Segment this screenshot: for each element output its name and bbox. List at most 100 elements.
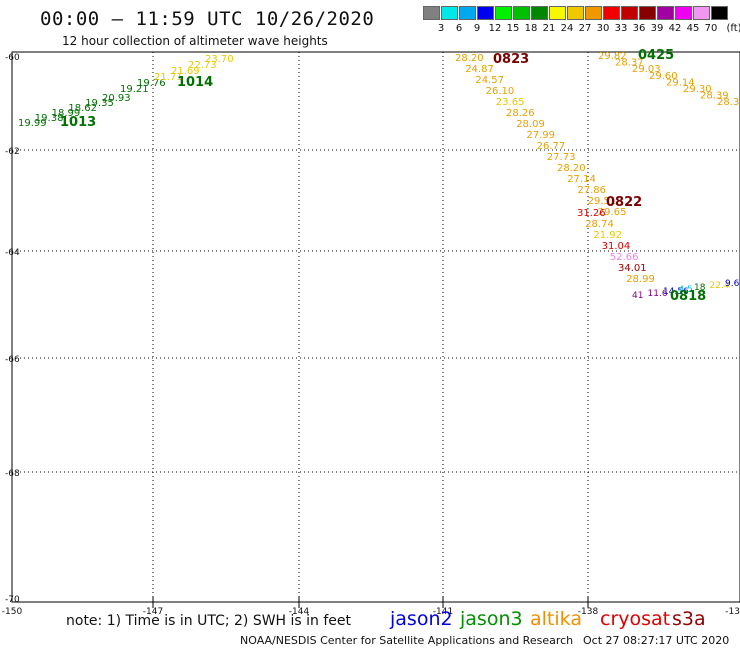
wave-height-value: 28.20 <box>557 163 586 174</box>
latitude-labels: -60 -62 -64 -66 -68 -70 <box>5 53 20 605</box>
footer-note: note: 1) Time is in UTC; 2) SWH is in fe… <box>66 613 352 629</box>
latitude-label: -64 <box>5 248 20 258</box>
wave-height-value: 26.10 <box>486 86 515 97</box>
scale-label: 18 <box>524 23 538 34</box>
wave-height-value: 28.26 <box>506 108 535 119</box>
scale-swatch <box>459 6 476 20</box>
wave-height-value: 27.14 <box>567 174 596 185</box>
wave-height-value: 9.63 <box>725 279 740 289</box>
wave-height-value: 11.6 <box>648 289 668 299</box>
scale-label: 24 <box>560 23 574 34</box>
longitude-label: -141 <box>433 607 453 617</box>
scale-swatch <box>585 6 602 20</box>
longitude-label: -138 <box>578 607 599 617</box>
track-time-label: 0425 <box>638 48 674 63</box>
longitude-label: -13 <box>725 607 740 617</box>
scale-swatch <box>693 6 710 20</box>
wave-height-value: 28.09 <box>516 119 545 130</box>
wave-height-value: 29.82 <box>598 51 627 62</box>
wave-height-value: 19.76 <box>137 78 166 89</box>
wave-height-value: 18 <box>694 283 706 293</box>
wave-height-value: 19.21 <box>120 84 149 95</box>
wave-height-value: 18.62 <box>68 103 97 114</box>
scale-swatch <box>567 6 584 20</box>
wave-height-value: 27.99 <box>526 130 555 141</box>
scale-label: 27 <box>578 23 592 34</box>
scale-swatch <box>423 6 440 20</box>
page-title: 00:00 – 11:59 UTC 10/26/2020 <box>40 8 375 30</box>
scale-label: 36 <box>632 23 646 34</box>
wave-height-value: 24.57 <box>475 75 504 86</box>
wave-height-value: 20.93 <box>102 93 131 104</box>
satellite-legend-s3a: s3a <box>672 608 706 630</box>
wave-height-value: 29.14 <box>666 77 695 88</box>
scale-swatch <box>513 6 530 20</box>
scale-swatch <box>531 6 548 20</box>
scale-swatch <box>477 6 494 20</box>
wave-height-value: 31.04 <box>602 241 631 252</box>
track: 41 11.614.564.518 22.49.63 0818 <box>632 279 740 304</box>
credit-line: NOAA/NESDIS Center for Satellite Applica… <box>240 634 574 647</box>
wave-height-value: 28.3 <box>717 97 739 108</box>
scale-swatch <box>621 6 638 20</box>
track: 28.2024.8724.5726.1023.6528.2628.0927.99… <box>455 52 626 218</box>
satellite-legend-cryosat: cryosat <box>600 608 671 630</box>
wave-height-value: 19.35 <box>85 98 114 109</box>
latitude-label: -70 <box>5 595 20 605</box>
scale-swatch <box>549 6 566 20</box>
wave-height-value: 52.66 <box>610 252 639 263</box>
graticule <box>12 52 740 608</box>
longitude-label: -147 <box>143 607 163 617</box>
wave-height-value: 27.86 <box>577 185 606 196</box>
satellite-legend-jason3: jason3 <box>460 608 523 630</box>
longitude-label: -144 <box>289 607 310 617</box>
wave-height-value: 28.74 <box>585 219 614 230</box>
scale-unit: (ft) <box>726 23 740 34</box>
scale-swatch <box>639 6 656 20</box>
scale-swatch <box>657 6 674 20</box>
wave-height-value: 28.99 <box>626 274 655 285</box>
latitude-label: -68 <box>5 469 20 479</box>
wave-height-value: 31.26 <box>577 208 606 219</box>
scale-label: 42 <box>668 23 682 34</box>
wave-height-value: 21.71 <box>154 72 183 83</box>
map-frame <box>11 51 740 603</box>
scale-label: 45 <box>686 23 700 34</box>
wave-height-value: 14.56 <box>663 287 689 297</box>
track-time-label: 1014 <box>177 75 213 90</box>
latitude-label: -60 <box>5 53 20 63</box>
wave-height-value: 26.77 <box>537 141 566 152</box>
scale-label: 21 <box>542 23 556 34</box>
wave-height-value: 19.38 <box>35 113 64 124</box>
wave-height-value: 34.01 <box>618 263 647 274</box>
wave-height-value: 29.51 <box>588 196 617 207</box>
wave-height-value: 28.39 <box>700 91 729 102</box>
wave-height-value: 24.87 <box>465 64 494 75</box>
satellite-legend-jason2: jason2 <box>390 608 453 630</box>
scale-swatch <box>711 6 728 20</box>
wave-height-value: 21.69 <box>171 66 200 77</box>
satellite-legend-altika: altika <box>530 608 582 630</box>
wave-height-value: 28.37 <box>615 58 644 69</box>
wave-height-value: 41 <box>632 291 643 301</box>
scale-label: 15 <box>506 23 520 34</box>
wave-height-value: 22.73 <box>188 60 217 71</box>
wave-height-value: 23.70 <box>205 54 234 65</box>
scale-label: 9 <box>473 23 481 34</box>
scale-swatch <box>441 6 458 20</box>
wave-height-value: 18.99 <box>52 108 81 119</box>
wave-height-value: 21.92 <box>593 230 622 241</box>
wave-height-value: 4.5 <box>679 285 693 295</box>
scale-label: 6 <box>455 23 463 34</box>
scale-label: 12 <box>488 23 502 34</box>
wave-height-value: 27.73 <box>547 152 576 163</box>
scale-label: 39 <box>650 23 664 34</box>
generated-timestamp: Oct 27 08:27:17 UTC 2020 <box>583 634 730 647</box>
scale-swatch <box>603 6 620 20</box>
scale-label: 3 <box>437 23 445 34</box>
